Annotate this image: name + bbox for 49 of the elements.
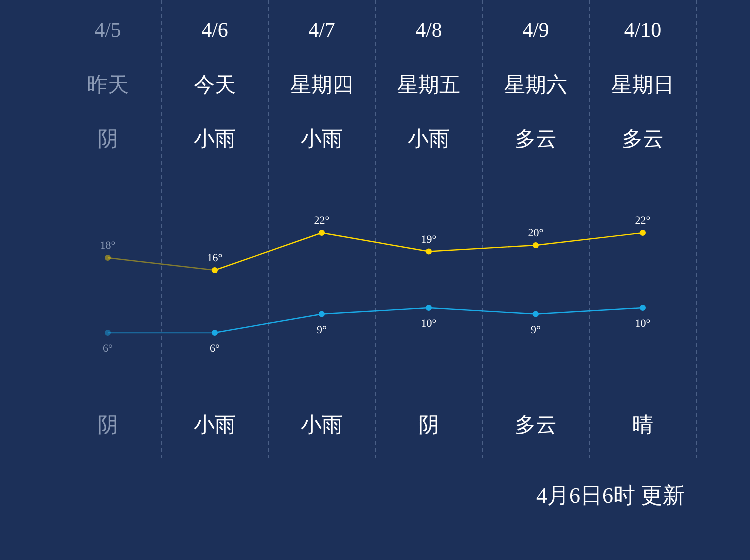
text: 阴 [418, 413, 440, 437]
text: 星期五 [398, 73, 460, 97]
data-label: 6° [210, 343, 220, 355]
data-label: 9° [531, 324, 541, 336]
text: 多云 [622, 127, 664, 151]
point [640, 230, 646, 236]
data-label: 22° [314, 215, 330, 227]
data-label: 9° [317, 324, 327, 336]
x-tick-label: 4/5 [94, 18, 122, 42]
text: 星期六 [504, 73, 568, 97]
text: 阴 [98, 127, 118, 151]
point [533, 311, 539, 318]
text: 4月6日6时 更新 [536, 483, 685, 508]
text: 小雨 [301, 127, 343, 151]
text: 小雨 [408, 127, 450, 151]
point [319, 230, 325, 236]
point [105, 330, 111, 336]
text: 小雨 [194, 413, 236, 437]
text: 多云 [515, 127, 557, 151]
x-tick-label: 4/8 [416, 18, 442, 42]
text: 小雨 [301, 413, 343, 437]
data-label: 19° [421, 234, 437, 246]
data-label: 18° [100, 240, 116, 252]
text: 昨天 [87, 73, 129, 97]
point [105, 255, 111, 261]
text: 星期日 [612, 73, 674, 97]
data-label: 22° [635, 215, 651, 227]
point [533, 242, 539, 248]
text: 晴 [632, 413, 654, 437]
x-tick-label: 4/7 [308, 18, 336, 42]
text: 星期四 [290, 73, 354, 97]
point [212, 268, 218, 274]
text: 今天 [194, 73, 236, 97]
point [426, 248, 432, 255]
data-label: 20° [528, 228, 544, 240]
text: 小雨 [194, 127, 236, 151]
point [319, 311, 325, 318]
x-tick-label: 4/10 [624, 18, 662, 42]
data-label: 10° [421, 318, 437, 330]
data-label: 6° [103, 343, 113, 355]
text: 多云 [515, 413, 557, 437]
text: 阴 [98, 413, 118, 437]
x-tick-label: 4/9 [522, 18, 550, 42]
data-label: 16° [207, 252, 223, 264]
x-tick-label: 4/6 [202, 18, 228, 42]
point [426, 305, 432, 311]
point [212, 330, 218, 336]
point [640, 305, 646, 311]
data-label: 10° [635, 318, 651, 330]
